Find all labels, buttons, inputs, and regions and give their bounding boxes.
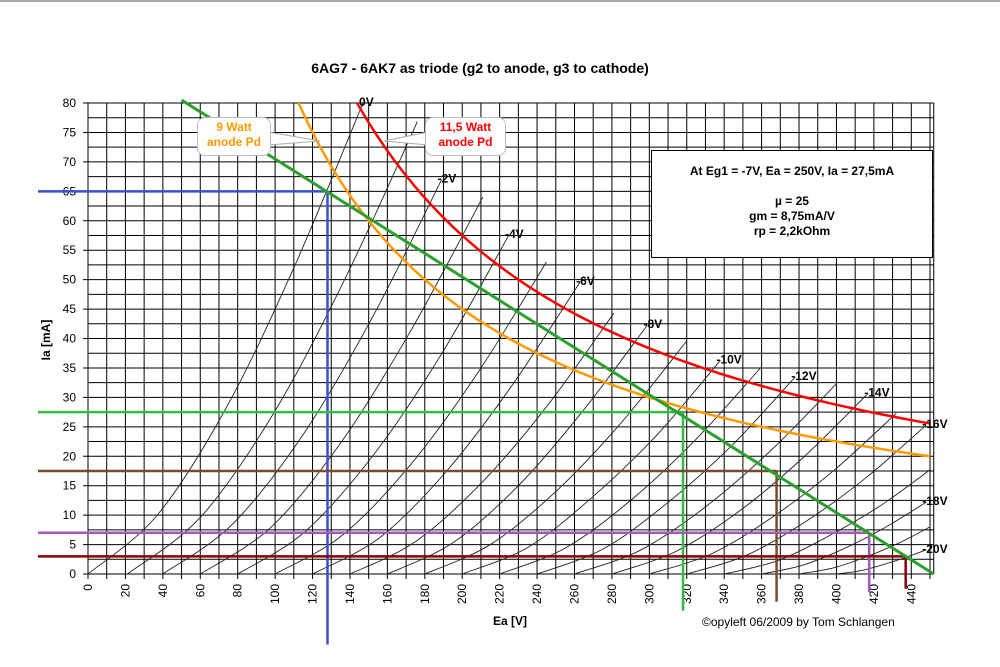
curve-label: -10V <box>716 352 741 366</box>
power-curves <box>297 102 931 458</box>
grid-curve <box>200 196 484 575</box>
x-tick-label: 220 <box>493 584 507 604</box>
callout-11w-line1: 11,5 Watt <box>439 120 492 134</box>
power-dissipation-curve <box>297 102 931 458</box>
y-tick-label: 45 <box>63 302 77 316</box>
callout-9w-line1: 9 Watt <box>216 120 252 134</box>
curve-label: -20V <box>922 542 947 556</box>
y-tick-label: 80 <box>63 96 77 110</box>
x-tick-label: 400 <box>829 584 843 604</box>
curve-label: -14V <box>864 385 889 399</box>
info-mu: µ = 25 <box>775 194 809 208</box>
grid <box>83 102 935 579</box>
y-tick-label: 30 <box>63 390 77 404</box>
y-tick-label: 35 <box>63 361 77 375</box>
info-gm: gm = 8,75mA/V <box>749 209 835 223</box>
grid-curve <box>611 392 869 575</box>
y-tick-label: 40 <box>63 332 77 346</box>
x-tick-label: 300 <box>642 584 656 604</box>
y-tick-label: 0 <box>69 567 76 581</box>
info-box: At Eg1 = -7V, Ea = 250V, Ia = 27,5mA µ =… <box>651 150 933 258</box>
grid-curve <box>836 549 927 575</box>
curve-labels: 0V -2V -4V -6V -8V -10V -12V -14V -16V -18V -20V <box>359 95 948 556</box>
grid-curve <box>649 412 897 575</box>
callout-11w: 11,5 Watt anode Pd <box>425 117 506 156</box>
load-line-segment <box>180 98 935 576</box>
y-tick-label: 55 <box>63 243 77 257</box>
credit-text: ©opyleft 06/2009 by Tom Schlangen <box>702 615 895 629</box>
y-tick-label: 15 <box>63 479 77 493</box>
grid-curve <box>424 340 688 575</box>
x-tick-label: 80 <box>231 584 245 598</box>
x-tick-label: 60 <box>193 584 207 598</box>
load-line <box>180 98 935 576</box>
grid-curve <box>274 261 547 575</box>
curve-label: 0V <box>359 95 374 109</box>
grid-curve <box>536 376 796 575</box>
y-tick-label: 25 <box>63 420 77 434</box>
operating-markers <box>38 190 907 645</box>
y-tick-label: 10 <box>63 508 77 522</box>
grid-curve <box>127 121 418 575</box>
info-rp: rp = 2,2kOhm <box>753 224 831 238</box>
x-tick-label: 200 <box>455 584 469 604</box>
x-tick-label: 160 <box>380 584 394 604</box>
x-tick-labels: 0 20 40 60 80 100 120 140 160 180 200 220 240 260 280 3… <box>81 584 918 604</box>
y-tick-label: 75 <box>63 125 77 139</box>
grid-curve <box>312 281 581 575</box>
x-axis-label: Ea [V] <box>493 614 527 628</box>
curve-label: -8V <box>643 317 662 331</box>
power-dissipation-curve <box>355 102 931 425</box>
chart-title: 6AG7 - 6AK7 as triode (g2 to anode, g3 t… <box>311 60 649 76</box>
info-operating-point: At Eg1 = -7V, Ea = 250V, Ia = 27,5mA <box>689 164 895 178</box>
x-tick-label: 340 <box>717 584 731 604</box>
x-tick-label: 440 <box>904 584 918 604</box>
curve-label: -2V <box>438 172 457 186</box>
x-tick-label: 380 <box>792 584 806 604</box>
curve-label: -18V <box>922 494 947 508</box>
grid-curve <box>87 102 364 575</box>
curve-label: -6V <box>576 274 595 288</box>
callout-9w: 9 Watt anode Pd <box>197 117 271 156</box>
curve-label: -16V <box>922 417 947 431</box>
x-tick-label: 20 <box>118 584 132 598</box>
grid-curve <box>686 424 927 575</box>
x-tick-label: 140 <box>343 584 357 604</box>
grid-voltage-curves <box>87 102 931 575</box>
y-tick-label: 70 <box>63 155 77 169</box>
grid-curve <box>574 383 837 575</box>
grid-curve <box>387 324 648 575</box>
x-tick-label: 260 <box>567 584 581 604</box>
x-tick-label: 0 <box>81 584 95 591</box>
x-tick-label: 180 <box>418 584 432 604</box>
callout-11w-line2: anode Pd <box>438 135 493 149</box>
grid-curve <box>237 234 510 575</box>
y-tick-label: 60 <box>63 214 77 228</box>
x-tick-label: 240 <box>530 584 544 604</box>
curve-label: -12V <box>791 369 816 383</box>
y-tick-label: 5 <box>69 538 76 552</box>
y-tick-label: 50 <box>63 273 77 287</box>
x-tick-label: 120 <box>306 584 320 604</box>
grid-curve <box>462 359 721 575</box>
grid-curve <box>724 469 931 575</box>
y-axis-label: Ia [mA] <box>39 320 53 361</box>
x-tick-label: 40 <box>156 584 170 598</box>
callout-9w-line2: anode Pd <box>206 135 261 149</box>
x-tick-label: 360 <box>755 584 769 604</box>
curve-label: -4V <box>505 227 524 241</box>
grid-curve <box>761 501 927 575</box>
y-tick-label: 20 <box>63 449 77 463</box>
x-tick-label: 280 <box>605 584 619 604</box>
x-tick-label: 100 <box>268 584 282 604</box>
